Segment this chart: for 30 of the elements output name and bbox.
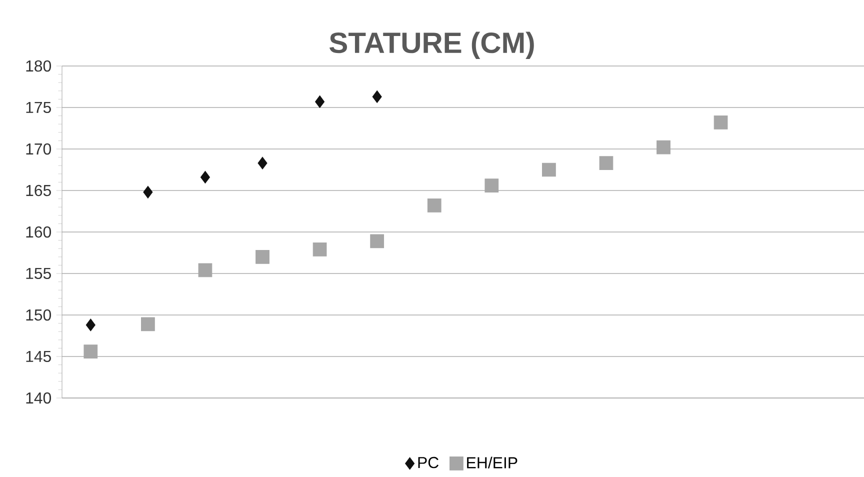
y-tick-label: 165 <box>26 184 51 196</box>
point <box>258 156 268 170</box>
y-tick-label: 155 <box>26 268 51 280</box>
point <box>256 250 270 264</box>
y-tick-label: 180 <box>26 60 52 72</box>
point <box>542 162 556 177</box>
point <box>484 178 499 192</box>
point <box>599 156 614 170</box>
y-tick-label: 170 <box>26 143 52 155</box>
y-tick-label: 160 <box>26 226 52 238</box>
legend-label: PC <box>418 456 439 468</box>
point <box>656 140 670 154</box>
point <box>143 186 153 198</box>
point <box>427 198 442 212</box>
legend-label: EH/EIP <box>467 456 518 468</box>
chart-title: STATURE (CM) <box>329 32 534 59</box>
point <box>141 317 155 332</box>
y-tick-label: 140 <box>26 392 52 404</box>
y-tick-label: 150 <box>26 309 52 321</box>
point <box>372 90 382 103</box>
point <box>198 263 212 278</box>
y-tick-label: 145 <box>26 350 51 362</box>
point <box>84 344 98 358</box>
point <box>315 95 325 108</box>
point <box>370 234 384 248</box>
point <box>200 170 210 184</box>
point <box>86 318 96 332</box>
y-tick-label: 175 <box>26 102 51 114</box>
point <box>312 242 327 256</box>
point <box>714 116 728 130</box>
